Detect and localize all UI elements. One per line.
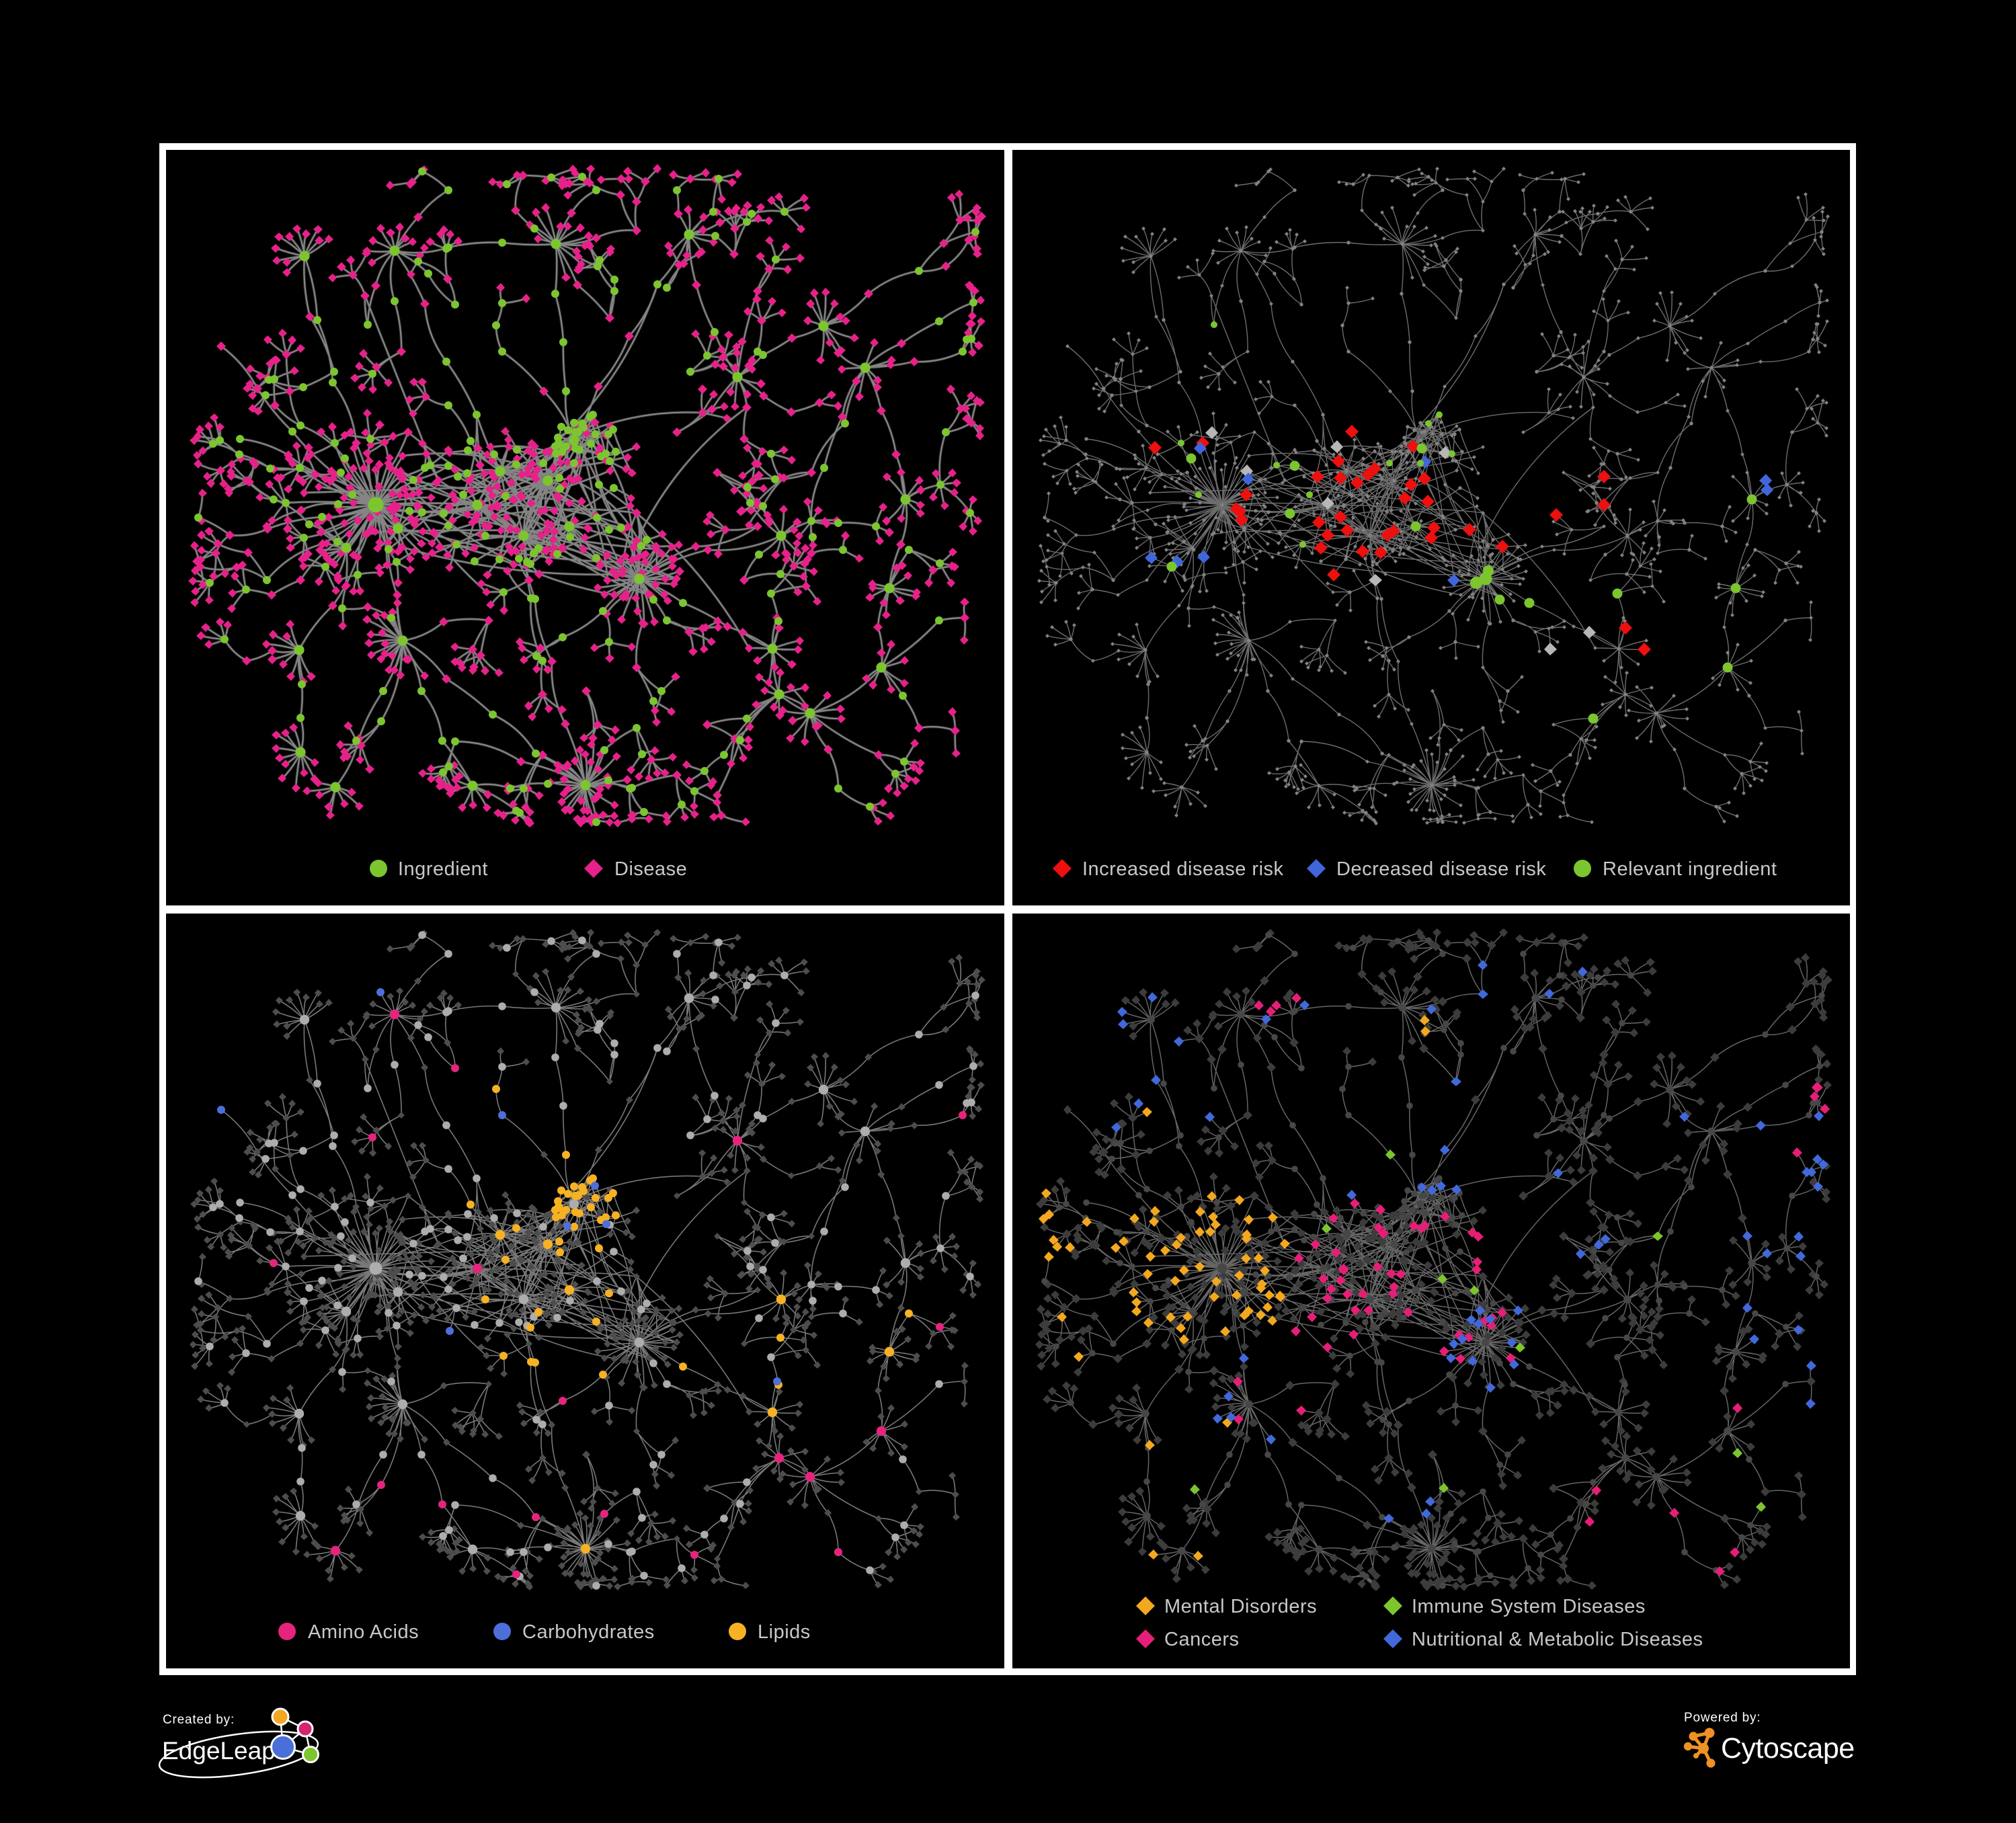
svg-text:Disease: Disease <box>614 858 687 880</box>
svg-text:Relevant ingredient: Relevant ingredient <box>1603 858 1777 880</box>
svg-text:Nutritional & Metabolic Diseas: Nutritional & Metabolic Diseases <box>1412 1629 1703 1650</box>
svg-text:Cancers: Cancers <box>1164 1629 1240 1650</box>
svg-text:Created by:: Created by: <box>163 1713 235 1727</box>
svg-text:Cytoscape: Cytoscape <box>1721 1732 1855 1765</box>
svg-text:Mental Disorders: Mental Disorders <box>1164 1596 1317 1617</box>
svg-text:Carbohydrates: Carbohydrates <box>522 1621 655 1643</box>
svg-text:Decreased disease risk: Decreased disease risk <box>1336 858 1546 880</box>
svg-text:Increased disease risk: Increased disease risk <box>1082 858 1284 880</box>
svg-text:Lipids: Lipids <box>758 1621 811 1643</box>
svg-text:Amino Acids: Amino Acids <box>308 1621 419 1643</box>
svg-text:Immune System Diseases: Immune System Diseases <box>1412 1596 1646 1617</box>
svg-text:Powered by:: Powered by: <box>1684 1711 1761 1725</box>
svg-text:EdgeLeap: EdgeLeap <box>162 1737 276 1765</box>
svg-text:Ingredient: Ingredient <box>398 858 488 880</box>
